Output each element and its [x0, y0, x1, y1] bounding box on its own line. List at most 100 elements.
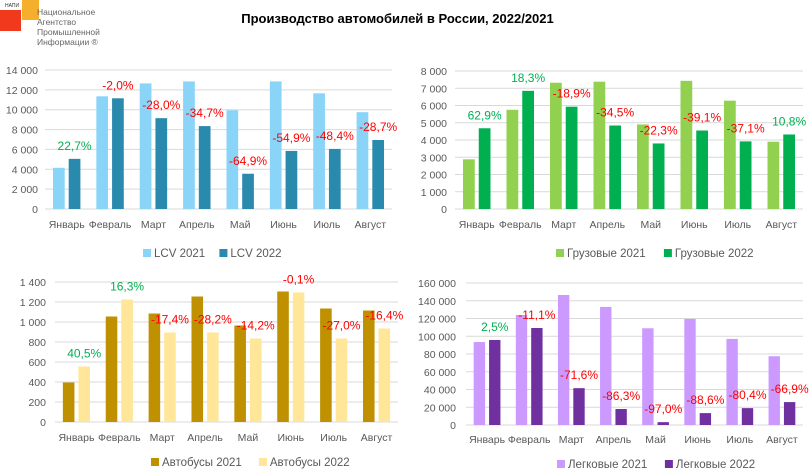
- change-data-label: -54,9%: [272, 131, 310, 145]
- bar-автобусы-2021: [191, 296, 204, 422]
- logo-orange-square: [22, 0, 39, 20]
- bar-автобусы-2021: [320, 308, 332, 422]
- y-tick-label: 4 000: [421, 135, 447, 147]
- change-data-label: -88,6%: [686, 393, 724, 407]
- bar-легковые-2021: [726, 338, 738, 425]
- y-tick-label: 800: [28, 337, 46, 349]
- change-data-label: -28,0%: [142, 98, 180, 112]
- change-data-label: -97,0%: [644, 402, 682, 416]
- change-data-label: -34,5%: [596, 106, 634, 120]
- x-tick-label: Май: [645, 434, 666, 446]
- bar-lcv-2022: [112, 98, 124, 209]
- x-tick-label: Февраль: [499, 219, 542, 231]
- bar-автобусы-2021: [277, 291, 289, 422]
- x-tick-label: Май: [238, 432, 259, 444]
- change-data-label: -14,2%: [237, 319, 275, 333]
- x-tick-label: Июнь: [270, 219, 297, 231]
- change-data-label: -18,9%: [553, 87, 591, 101]
- y-tick-label: 6 000: [12, 144, 38, 156]
- y-tick-label: 6 000: [421, 101, 447, 113]
- bar-lcv-2021: [96, 96, 109, 209]
- change-data-label: -66,9%: [771, 382, 809, 396]
- y-tick-label: 4 000: [12, 164, 38, 176]
- bar-грузовые-2021: [767, 141, 780, 209]
- y-tick-label: 3 000: [421, 152, 447, 164]
- bar-lcv-2021: [313, 93, 325, 209]
- y-tick-label: 5 000: [421, 118, 447, 130]
- change-data-label: 10,8%: [772, 114, 806, 128]
- bar-автобусы-2022: [249, 338, 262, 422]
- y-tick-label: 8 000: [421, 66, 447, 78]
- y-tick-label: 20 000: [424, 402, 456, 414]
- bar-грузовые-2022: [696, 130, 708, 209]
- x-tick-label: Апрель: [187, 432, 223, 444]
- bar-автобусы-2022: [164, 332, 176, 422]
- x-tick-label: Август: [765, 219, 797, 231]
- x-tick-label: Август: [766, 434, 798, 446]
- x-tick-label: Январь: [58, 432, 95, 444]
- bar-lcv-2022: [285, 150, 298, 209]
- x-tick-label: Июнь: [684, 434, 711, 446]
- legend-label: LCV 2022: [230, 248, 281, 260]
- x-tick-label: Август: [361, 432, 393, 444]
- y-tick-label: 14 000: [6, 65, 38, 77]
- change-data-label: -22,3%: [640, 123, 678, 137]
- change-data-label: 2,5%: [481, 320, 509, 334]
- bar-автобусы-2022: [378, 328, 391, 422]
- y-tick-label: 160 000: [418, 278, 456, 290]
- y-tick-label: 2 000: [421, 170, 447, 182]
- legend-swatch: [557, 460, 565, 468]
- bar-автобусы-2022: [78, 366, 91, 422]
- y-tick-label: 1 200: [20, 297, 46, 309]
- bar-грузовые-2022: [652, 143, 665, 209]
- legend-label: Грузовые 2022: [675, 248, 754, 260]
- legend-label: Легковые 2021: [568, 459, 647, 471]
- x-tick-label: Февраль: [98, 432, 141, 444]
- y-tick-label: 0: [40, 417, 46, 429]
- legend-swatch: [556, 249, 564, 257]
- y-tick-label: 200: [28, 397, 46, 409]
- bar-грузовые-2021: [550, 82, 562, 209]
- bar-легковые-2021: [473, 342, 486, 425]
- page-title: Производство автомобилей в России, 2022/…: [241, 11, 554, 26]
- legend-swatch: [151, 458, 159, 466]
- y-tick-label: 2 000: [12, 184, 38, 196]
- logo-red-square: [0, 10, 21, 31]
- legend-swatch: [663, 249, 672, 257]
- legend-swatch: [664, 460, 673, 468]
- change-data-label: -86,3%: [602, 389, 640, 403]
- x-tick-label: Март: [559, 434, 584, 446]
- bar-грузовые-2021: [680, 80, 693, 210]
- y-tick-label: 1 000: [421, 187, 447, 199]
- bar-легковые-2022: [489, 339, 501, 425]
- bar-lcv-2022: [68, 158, 81, 209]
- x-tick-label: Март: [141, 219, 166, 231]
- x-tick-label: Июль: [314, 219, 341, 231]
- legend-label: LCV 2021: [154, 248, 205, 260]
- bar-легковые-2021: [642, 328, 654, 425]
- y-tick-label: 60 000: [424, 367, 456, 379]
- x-tick-label: Март: [551, 219, 576, 231]
- x-tick-label: Август: [355, 219, 387, 231]
- bar-легковые-2021: [515, 314, 528, 425]
- bar-грузовые-2022: [478, 128, 491, 209]
- y-tick-label: 40 000: [424, 385, 456, 397]
- bar-lcv-2022: [328, 148, 341, 209]
- logo-abbreviation: НАПИ: [5, 3, 20, 9]
- y-tick-label: 400: [28, 377, 46, 389]
- y-tick-label: 80 000: [424, 349, 456, 361]
- x-tick-label: Январь: [49, 219, 86, 231]
- bar-автобусы-2022: [121, 299, 133, 422]
- bar-грузовые-2022: [522, 90, 534, 209]
- change-data-label: -64,9%: [229, 154, 267, 168]
- bar-грузовые-2022: [739, 141, 752, 209]
- legend-swatch: [143, 249, 151, 257]
- bar-легковые-2022: [531, 327, 543, 425]
- bar-легковые-2021: [768, 356, 780, 425]
- change-data-label: -0,1%: [283, 273, 315, 287]
- x-tick-label: Апрель: [179, 219, 215, 231]
- legend-label: Грузовые 2021: [567, 248, 646, 260]
- bar-автобусы-2021: [234, 325, 246, 422]
- x-tick-label: Июнь: [681, 219, 708, 231]
- x-tick-label: Май: [230, 219, 251, 231]
